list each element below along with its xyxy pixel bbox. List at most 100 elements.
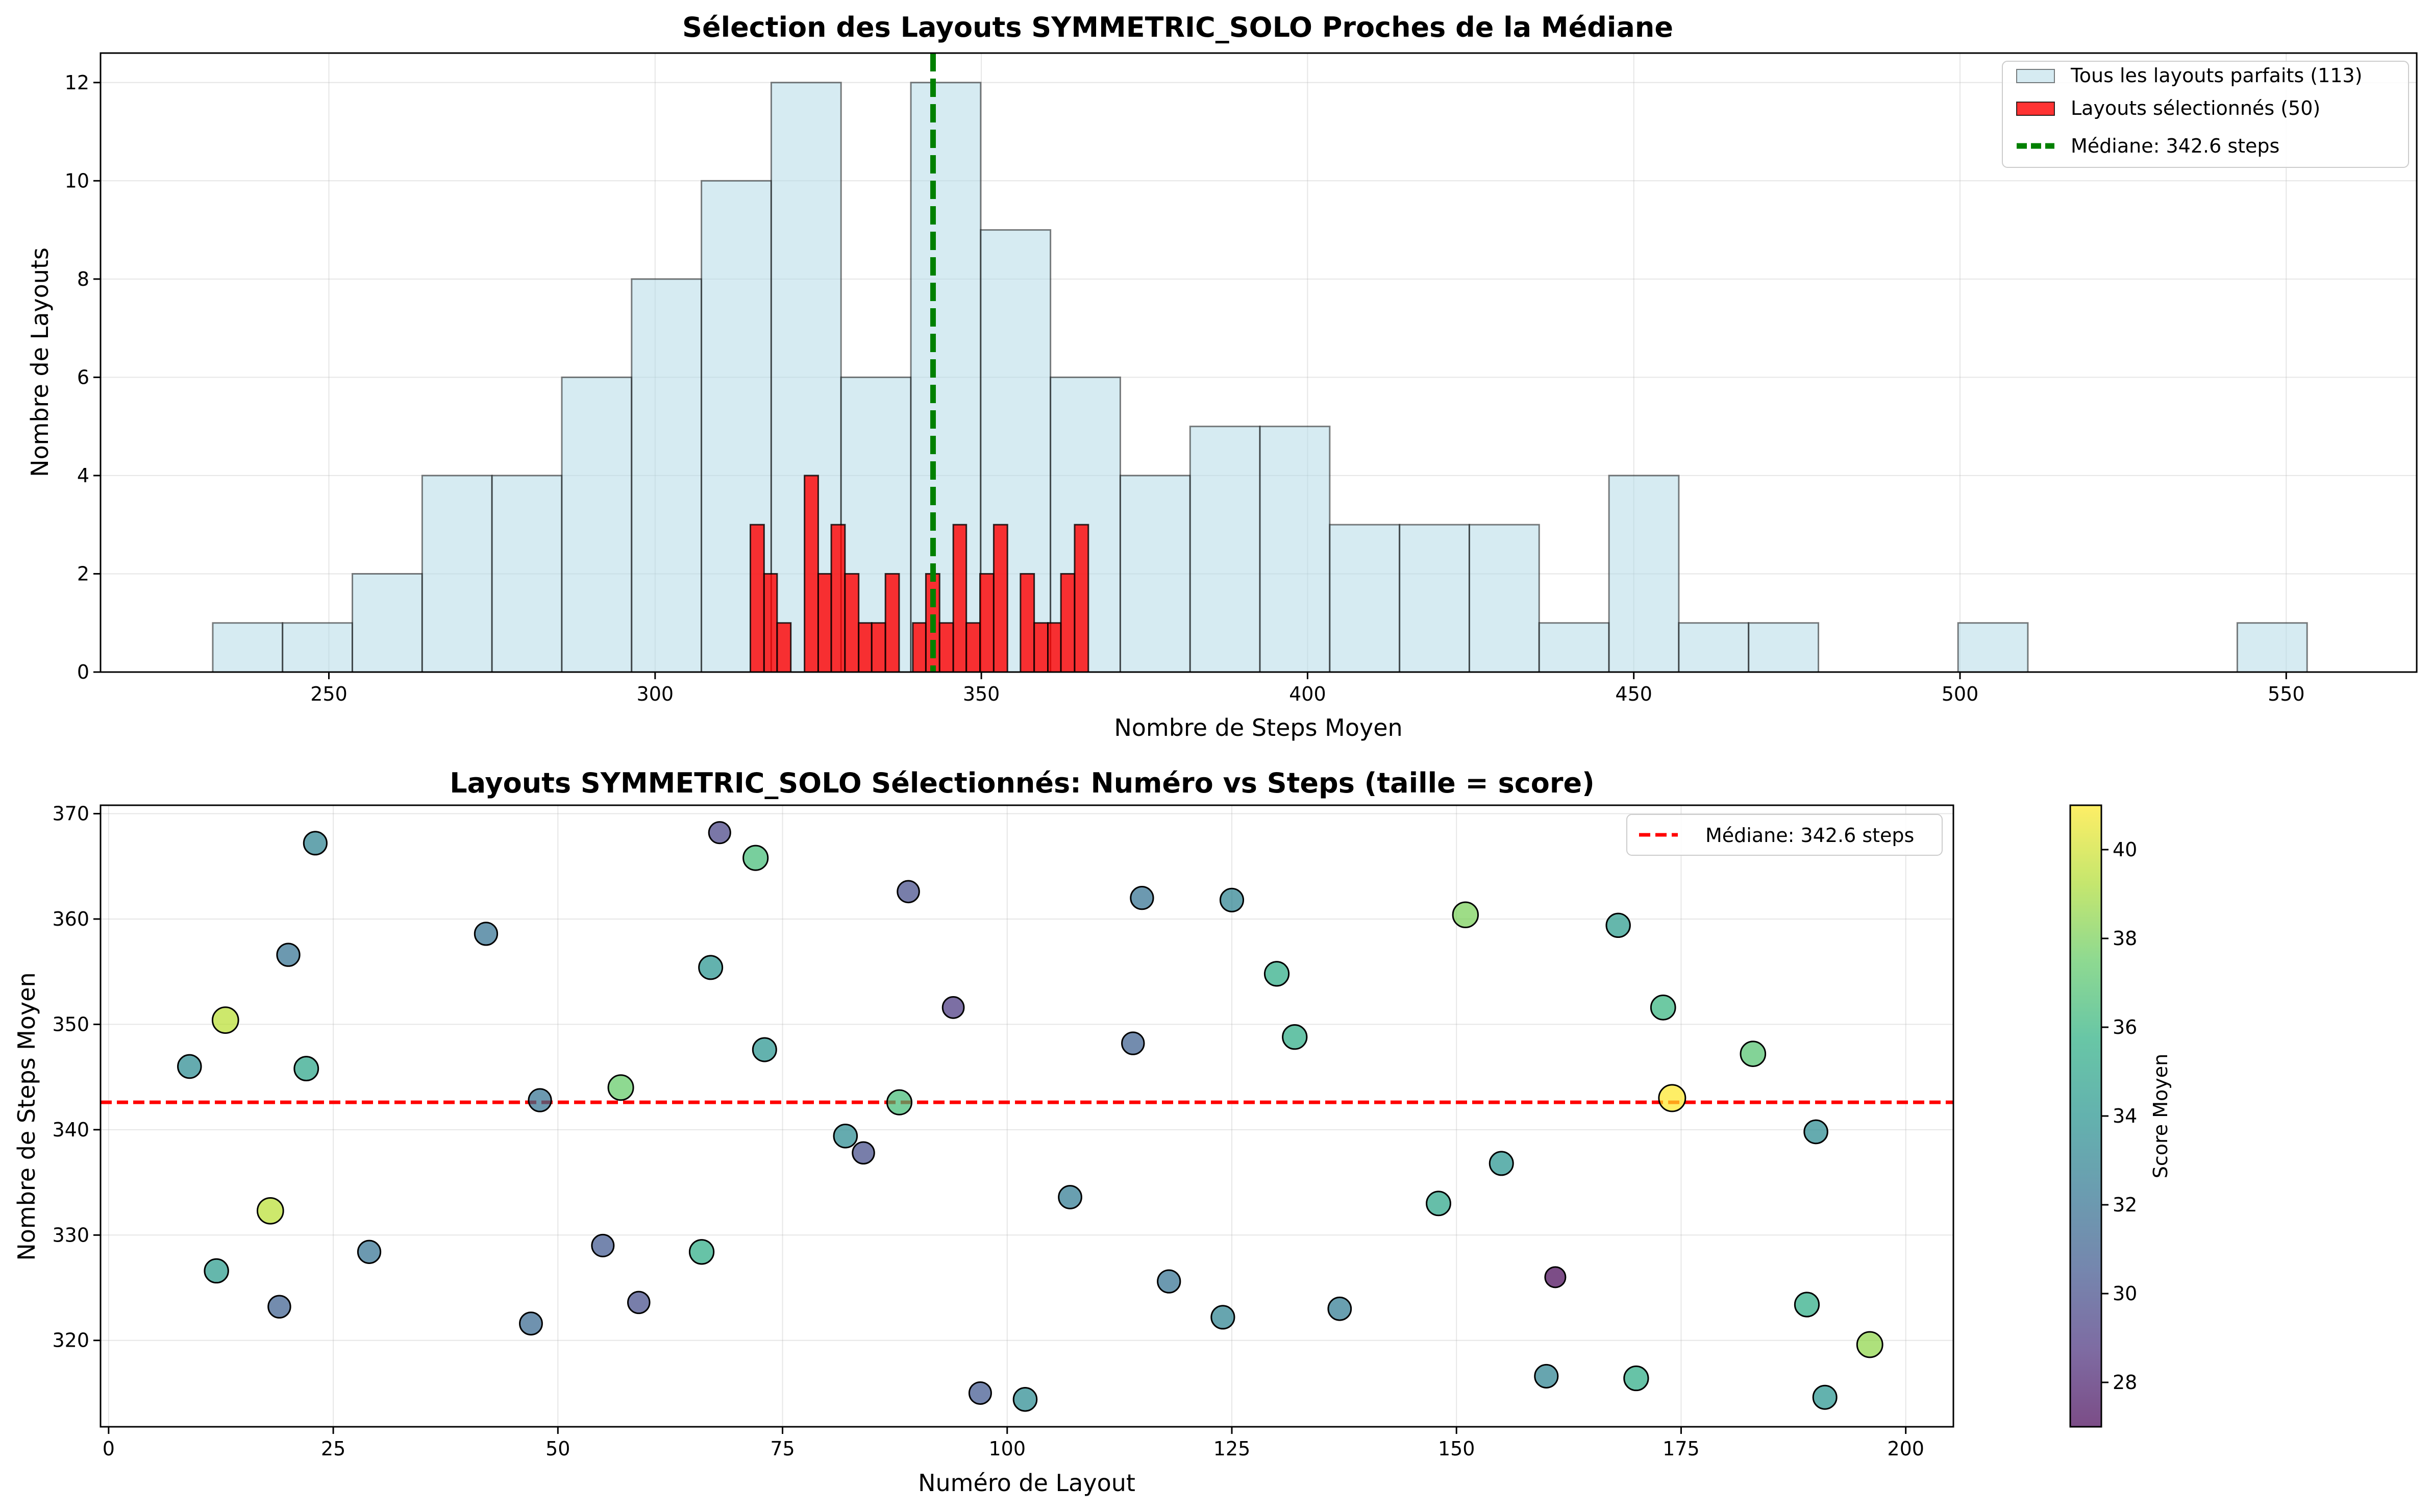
histogram-bar-selected bbox=[938, 622, 954, 673]
colorbar-label: Score Moyen bbox=[2149, 1054, 2172, 1179]
scatter-point bbox=[267, 1295, 291, 1319]
histogram-x-tick-label: 250 bbox=[310, 683, 348, 705]
histogram-bar-all bbox=[1468, 524, 1540, 673]
scatter-point bbox=[1426, 1191, 1451, 1217]
legend-label-median: Médiane: 342.6 steps bbox=[2071, 135, 2279, 157]
scatter-point bbox=[627, 1291, 651, 1315]
histogram-bar-all bbox=[1259, 426, 1331, 673]
histogram-bar-all bbox=[1119, 475, 1191, 673]
histogram-bar-selected bbox=[912, 622, 927, 673]
legend-label-selected-layouts: Layouts sélectionnés (50) bbox=[2071, 97, 2320, 119]
histogram-bar-selected bbox=[830, 524, 846, 673]
scatter-x-tick-label: 0 bbox=[103, 1437, 115, 1460]
scatter-point bbox=[474, 922, 499, 946]
scatter-point bbox=[528, 1088, 552, 1112]
histogram-bar-selected bbox=[1060, 573, 1076, 673]
scatter-point bbox=[276, 943, 301, 967]
colorbar-tick-label: 32 bbox=[2113, 1194, 2137, 1216]
scatter-point bbox=[1740, 1040, 1767, 1067]
scatter-point bbox=[752, 1037, 777, 1062]
histogram-bar-all bbox=[1678, 622, 1750, 673]
scatter-x-tick-label: 75 bbox=[770, 1437, 795, 1460]
scatter-grid bbox=[101, 805, 1953, 1427]
colorbar-tick-label: 36 bbox=[2113, 1016, 2137, 1038]
legend-swatch-all-layouts bbox=[2016, 69, 2055, 83]
scatter-point bbox=[1327, 1296, 1352, 1321]
histogram-x-tick-label: 400 bbox=[1289, 683, 1326, 705]
histogram-bar-selected bbox=[763, 573, 778, 673]
histogram-bar-all bbox=[1957, 622, 2029, 673]
scatter-point bbox=[1452, 901, 1479, 928]
scatter-point bbox=[1534, 1364, 1559, 1389]
histogram-bar-all bbox=[491, 475, 563, 673]
histogram-y-tick-label: 12 bbox=[65, 71, 89, 94]
scatter-x-tick-label: 100 bbox=[988, 1437, 1026, 1460]
histogram-y-tick-label: 0 bbox=[77, 661, 89, 683]
scatter-point bbox=[293, 1056, 319, 1082]
scatter-x-tick-label: 25 bbox=[321, 1437, 345, 1460]
histogram-bar-all bbox=[421, 475, 493, 673]
scatter-point bbox=[1210, 1305, 1235, 1330]
histogram-axes-frame bbox=[100, 52, 2418, 673]
histogram-y-ticks: 0 2 4 6 8 10 12 bbox=[65, 71, 101, 683]
histogram-bar-selected bbox=[979, 573, 995, 673]
histogram-panel: Sélection des Layouts SYMMETRIC_SOLO Pro… bbox=[26, 11, 2418, 741]
scatter-point bbox=[852, 1141, 875, 1165]
scatter-point bbox=[1058, 1185, 1082, 1209]
scatter-point bbox=[708, 821, 731, 845]
scatter-point bbox=[897, 880, 920, 904]
histogram-x-tick-label: 350 bbox=[963, 683, 1000, 705]
colorbar bbox=[2069, 804, 2102, 1428]
scatter-point bbox=[1812, 1384, 1838, 1410]
scatter-y-tick-label: 350 bbox=[52, 1013, 89, 1035]
histogram-bar-selected bbox=[749, 524, 765, 673]
scatter-y-tick-label: 360 bbox=[52, 908, 89, 930]
scatter-x-tick-label: 125 bbox=[1213, 1437, 1251, 1460]
scatter-point bbox=[1130, 886, 1154, 910]
histogram-legend-box bbox=[2002, 61, 2409, 168]
scatter-y-tick-label: 330 bbox=[52, 1224, 89, 1246]
scatter-point bbox=[688, 1239, 715, 1265]
histogram-bar-selected bbox=[871, 622, 886, 673]
histogram-bar-all bbox=[212, 622, 284, 673]
colorbar-tick-label: 34 bbox=[2113, 1105, 2137, 1127]
histogram-bar-selected bbox=[884, 573, 900, 673]
histogram-y-tick-label: 2 bbox=[77, 562, 89, 585]
scatter-x-tick-label: 50 bbox=[545, 1437, 570, 1460]
histogram-bar-all bbox=[631, 278, 703, 673]
scatter-x-tick-label: 150 bbox=[1438, 1437, 1475, 1460]
scatter-point bbox=[1856, 1331, 1883, 1358]
histogram-y-tick-label: 10 bbox=[65, 169, 89, 192]
scatter-point bbox=[698, 955, 724, 980]
histogram-bar-all bbox=[282, 622, 354, 673]
histogram-bar-selected bbox=[1047, 622, 1062, 673]
scatter-point bbox=[303, 831, 328, 856]
scatter-point bbox=[1650, 995, 1676, 1021]
scatter-point bbox=[1263, 961, 1290, 987]
scatter-y-tick-label: 320 bbox=[52, 1329, 89, 1352]
scatter-point bbox=[1012, 1387, 1038, 1412]
histogram-bar-selected bbox=[952, 524, 968, 673]
scatter-point bbox=[1794, 1292, 1820, 1318]
scatter-point bbox=[1157, 1269, 1181, 1294]
histogram-x-tick-label: 500 bbox=[1942, 683, 1979, 705]
scatter-title: Layouts SYMMETRIC_SOLO Sélectionnés: Num… bbox=[450, 767, 1595, 799]
scatter-point bbox=[591, 1233, 615, 1257]
scatter-point bbox=[204, 1258, 229, 1284]
scatter-point bbox=[1544, 1266, 1567, 1288]
legend-label-all-layouts: Tous les layouts parfaits (113) bbox=[2070, 64, 2362, 87]
scatter-x-axis-label: Numéro de Layout bbox=[918, 1469, 1135, 1497]
scatter-point bbox=[211, 1006, 239, 1034]
scatter-y-axis-label: Nombre de Steps Moyen bbox=[13, 972, 40, 1260]
histogram-bar-selected bbox=[1074, 524, 1089, 673]
scatter-point bbox=[177, 1054, 202, 1079]
scatter-y-tick-label: 370 bbox=[52, 803, 89, 825]
histogram-bar-all bbox=[352, 573, 423, 673]
histogram-bar-selected bbox=[993, 524, 1008, 673]
histogram-bars-selected bbox=[749, 475, 1089, 673]
histogram-bar-selected bbox=[776, 622, 792, 673]
histogram-y-tick-label: 8 bbox=[77, 268, 89, 290]
histogram-bar-all bbox=[1329, 524, 1401, 673]
histogram-bar-selected bbox=[804, 475, 819, 673]
